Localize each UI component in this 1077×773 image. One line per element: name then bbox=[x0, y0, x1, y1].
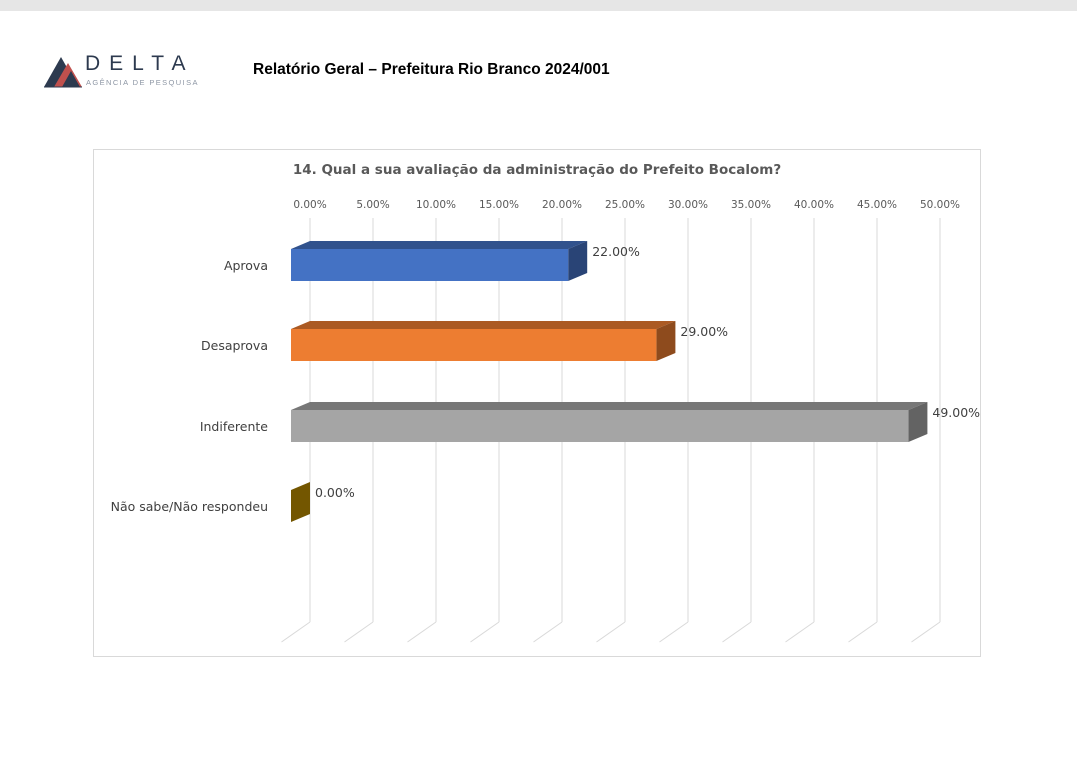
data-label: 0.00% bbox=[315, 485, 355, 500]
bar bbox=[291, 410, 909, 442]
category-label: Aprova bbox=[224, 258, 268, 273]
data-label: 29.00% bbox=[680, 324, 728, 339]
floor-gridline bbox=[407, 621, 437, 643]
x-tick-label: 15.00% bbox=[479, 199, 519, 211]
bar-top-face bbox=[291, 241, 588, 249]
report-title: Relatório Geral – Prefeitura Rio Branco … bbox=[253, 61, 610, 78]
x-tick-label: 30.00% bbox=[668, 199, 708, 211]
logo-wordmark: DELTA bbox=[85, 52, 195, 75]
delta-logo-icon bbox=[44, 57, 82, 88]
category-label: Não sabe/Não respondeu bbox=[111, 499, 268, 514]
category-label: Indiferente bbox=[200, 419, 268, 434]
bar-side-face bbox=[656, 321, 676, 361]
x-tick-label: 45.00% bbox=[857, 199, 897, 211]
logo-tagline: AGÊNCIA DE PESQUISA bbox=[86, 78, 199, 87]
floor-gridline bbox=[596, 621, 626, 643]
x-tick-label: 20.00% bbox=[542, 199, 582, 211]
floor-gridline bbox=[785, 621, 815, 643]
floor-gridline bbox=[722, 621, 752, 643]
x-tick-label: 35.00% bbox=[731, 199, 771, 211]
x-tick-label: 25.00% bbox=[605, 199, 645, 211]
bar bbox=[291, 249, 569, 281]
bar-side-face bbox=[908, 402, 928, 442]
floor-gridline bbox=[281, 621, 311, 643]
top-strip bbox=[0, 0, 1077, 11]
floor-gridline bbox=[533, 621, 563, 643]
delta-logo: DELTA AGÊNCIA DE PESQUISA bbox=[44, 52, 214, 91]
bar-side-face bbox=[291, 482, 310, 522]
bar-top-face bbox=[291, 402, 928, 410]
floor-gridline bbox=[911, 621, 941, 643]
bar-side-face bbox=[568, 241, 588, 281]
floor-gridline bbox=[848, 621, 878, 643]
floor-gridline bbox=[470, 621, 500, 643]
category-label: Desaprova bbox=[201, 338, 268, 353]
x-tick-label: 10.00% bbox=[416, 199, 456, 211]
bar bbox=[291, 329, 657, 361]
data-label: 49.00% bbox=[932, 405, 980, 420]
x-tick-label: 5.00% bbox=[356, 199, 389, 211]
floor-gridline bbox=[344, 621, 374, 643]
data-label: 22.00% bbox=[592, 244, 640, 259]
floor-gridline bbox=[659, 621, 689, 643]
x-tick-label: 0.00% bbox=[293, 199, 326, 211]
bar-top-face bbox=[291, 321, 676, 329]
x-tick-label: 40.00% bbox=[794, 199, 834, 211]
x-tick-label: 50.00% bbox=[920, 199, 960, 211]
chart-title: 14. Qual a sua avaliação da administraçã… bbox=[292, 162, 782, 178]
